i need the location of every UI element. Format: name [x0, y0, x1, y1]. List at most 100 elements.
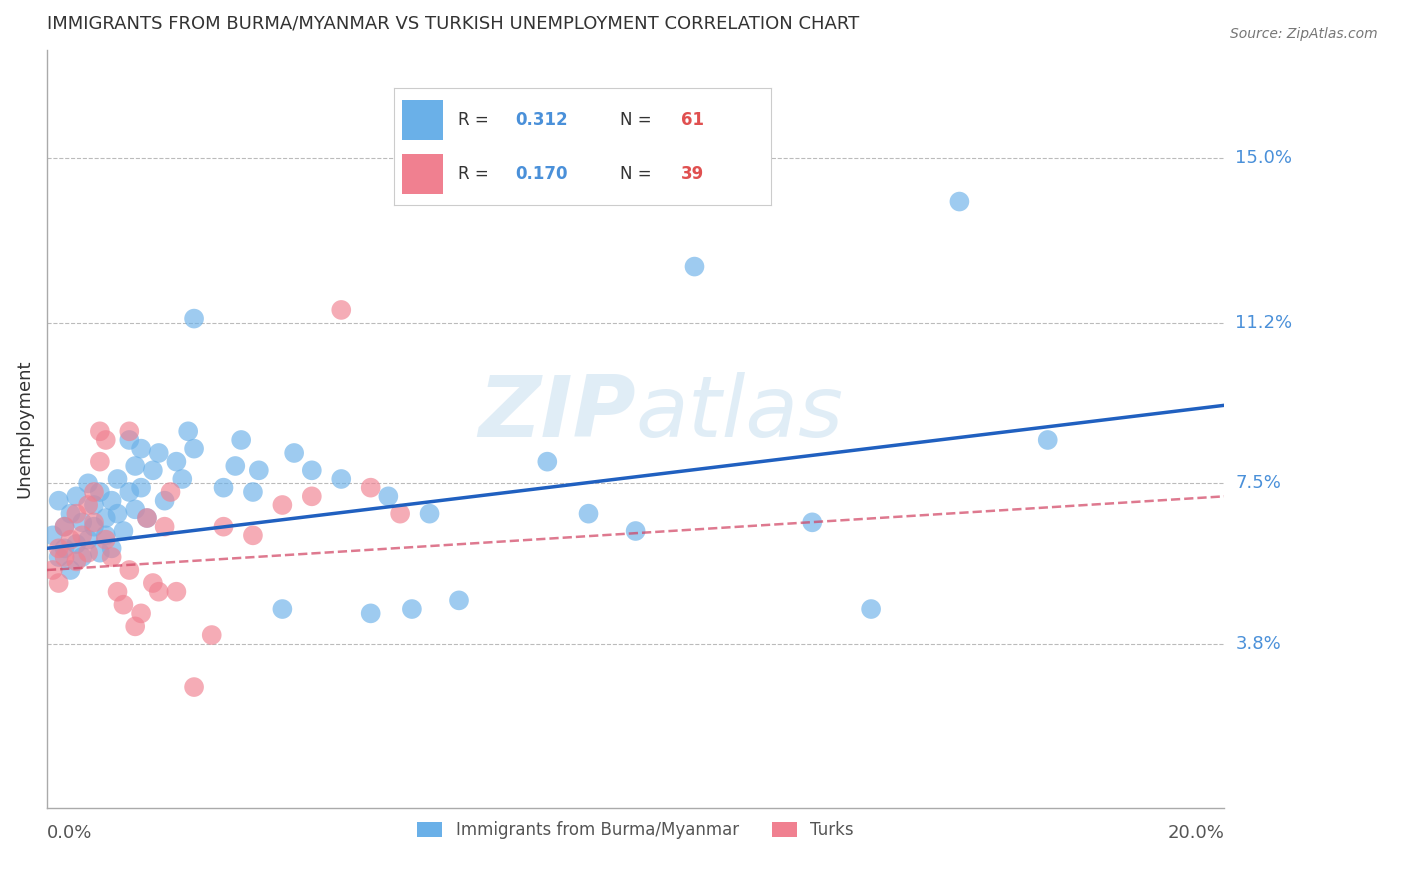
Immigrants from Burma/Myanmar: [301, 463, 323, 477]
Turks: [77, 546, 100, 560]
Turks: [65, 554, 87, 568]
Text: atlas: atlas: [636, 373, 844, 456]
Immigrants from Burma/Myanmar: [100, 541, 122, 556]
Turks: [118, 563, 141, 577]
Immigrants from Burma/Myanmar: [172, 472, 194, 486]
Immigrants from Burma/Myanmar: [142, 463, 165, 477]
Turks: [83, 516, 105, 530]
Immigrants from Burma/Myanmar: [271, 602, 294, 616]
Immigrants from Burma/Myanmar: [107, 507, 129, 521]
Turks: [201, 628, 224, 642]
Turks: [148, 584, 170, 599]
Text: 7.5%: 7.5%: [1236, 475, 1281, 492]
Text: 20.0%: 20.0%: [1167, 823, 1225, 842]
Immigrants from Burma/Myanmar: [360, 607, 382, 621]
Immigrants from Burma/Myanmar: [59, 507, 82, 521]
Immigrants from Burma/Myanmar: [624, 524, 647, 538]
Immigrants from Burma/Myanmar: [100, 493, 122, 508]
Immigrants from Burma/Myanmar: [183, 442, 205, 456]
Turks: [242, 528, 264, 542]
Text: 11.2%: 11.2%: [1236, 314, 1292, 332]
Turks: [159, 485, 181, 500]
Turks: [153, 519, 176, 533]
Immigrants from Burma/Myanmar: [148, 446, 170, 460]
Turks: [53, 549, 76, 564]
Text: ZIP: ZIP: [478, 373, 636, 456]
Text: Source: ZipAtlas.com: Source: ZipAtlas.com: [1230, 27, 1378, 41]
Immigrants from Burma/Myanmar: [118, 433, 141, 447]
Immigrants from Burma/Myanmar: [231, 433, 253, 447]
Immigrants from Burma/Myanmar: [419, 507, 441, 521]
Immigrants from Burma/Myanmar: [247, 463, 270, 477]
Turks: [142, 576, 165, 591]
Immigrants from Burma/Myanmar: [124, 458, 146, 473]
Immigrants from Burma/Myanmar: [112, 524, 135, 538]
Turks: [112, 598, 135, 612]
Turks: [136, 511, 159, 525]
Immigrants from Burma/Myanmar: [283, 446, 305, 460]
Turks: [129, 607, 152, 621]
Immigrants from Burma/Myanmar: [53, 519, 76, 533]
Immigrants from Burma/Myanmar: [447, 593, 470, 607]
Immigrants from Burma/Myanmar: [77, 476, 100, 491]
Turks: [165, 584, 187, 599]
Turks: [94, 533, 117, 547]
Immigrants from Burma/Myanmar: [153, 493, 176, 508]
Turks: [360, 481, 382, 495]
Immigrants from Burma/Myanmar: [330, 472, 353, 486]
Immigrants from Burma/Myanmar: [42, 528, 65, 542]
Immigrants from Burma/Myanmar: [94, 511, 117, 525]
Immigrants from Burma/Myanmar: [948, 194, 970, 209]
Immigrants from Burma/Myanmar: [70, 516, 93, 530]
Immigrants from Burma/Myanmar: [242, 485, 264, 500]
Turks: [100, 549, 122, 564]
Immigrants from Burma/Myanmar: [118, 485, 141, 500]
Turks: [70, 528, 93, 542]
Text: 3.8%: 3.8%: [1236, 635, 1281, 653]
Immigrants from Burma/Myanmar: [136, 511, 159, 525]
Immigrants from Burma/Myanmar: [578, 507, 600, 521]
Turks: [118, 425, 141, 439]
Turks: [389, 507, 412, 521]
Immigrants from Burma/Myanmar: [801, 516, 824, 530]
Immigrants from Burma/Myanmar: [65, 537, 87, 551]
Immigrants from Burma/Myanmar: [83, 498, 105, 512]
Turks: [183, 680, 205, 694]
Turks: [65, 507, 87, 521]
Immigrants from Burma/Myanmar: [65, 489, 87, 503]
Text: 15.0%: 15.0%: [1236, 149, 1292, 167]
Immigrants from Burma/Myanmar: [177, 425, 200, 439]
Turks: [42, 563, 65, 577]
Immigrants from Burma/Myanmar: [83, 519, 105, 533]
Immigrants from Burma/Myanmar: [377, 489, 399, 503]
Immigrants from Burma/Myanmar: [94, 528, 117, 542]
Turks: [94, 433, 117, 447]
Immigrants from Burma/Myanmar: [53, 541, 76, 556]
Immigrants from Burma/Myanmar: [401, 602, 423, 616]
Turks: [271, 498, 294, 512]
Immigrants from Burma/Myanmar: [860, 602, 883, 616]
Immigrants from Burma/Myanmar: [107, 472, 129, 486]
Immigrants from Burma/Myanmar: [1036, 433, 1059, 447]
Immigrants from Burma/Myanmar: [124, 502, 146, 516]
Immigrants from Burma/Myanmar: [89, 485, 111, 500]
Turks: [89, 425, 111, 439]
Immigrants from Burma/Myanmar: [129, 442, 152, 456]
Immigrants from Burma/Myanmar: [48, 549, 70, 564]
Immigrants from Burma/Myanmar: [59, 563, 82, 577]
Text: IMMIGRANTS FROM BURMA/MYANMAR VS TURKISH UNEMPLOYMENT CORRELATION CHART: IMMIGRANTS FROM BURMA/MYANMAR VS TURKISH…: [46, 15, 859, 33]
Turks: [301, 489, 323, 503]
Immigrants from Burma/Myanmar: [77, 533, 100, 547]
Y-axis label: Unemployment: Unemployment: [15, 359, 32, 499]
Immigrants from Burma/Myanmar: [165, 455, 187, 469]
Turks: [59, 533, 82, 547]
Turks: [77, 498, 100, 512]
Immigrants from Burma/Myanmar: [70, 549, 93, 564]
Turks: [48, 541, 70, 556]
Immigrants from Burma/Myanmar: [89, 546, 111, 560]
Turks: [83, 485, 105, 500]
Text: 0.0%: 0.0%: [46, 823, 93, 842]
Immigrants from Burma/Myanmar: [48, 493, 70, 508]
Turks: [89, 455, 111, 469]
Immigrants from Burma/Myanmar: [129, 481, 152, 495]
